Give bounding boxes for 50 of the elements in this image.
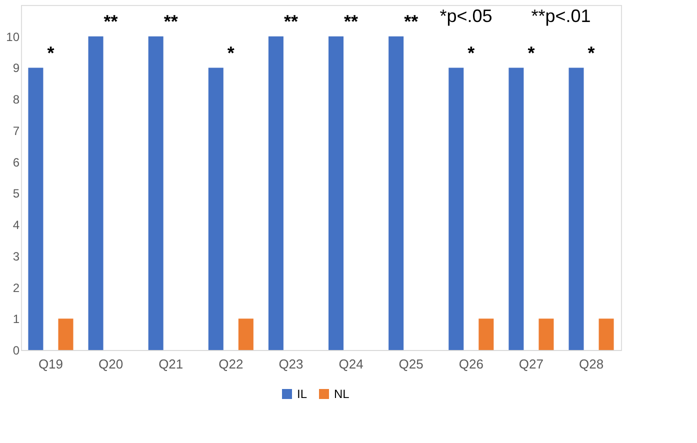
bar xyxy=(238,318,254,350)
annotation: ** xyxy=(104,11,118,32)
y-tick-label: 6 xyxy=(12,155,20,170)
annotation: * xyxy=(468,42,475,63)
bar xyxy=(328,36,344,350)
bar xyxy=(28,68,44,350)
y-tick-label: 1 xyxy=(12,312,20,326)
bar xyxy=(88,36,104,350)
bar xyxy=(388,36,404,350)
annotation: * xyxy=(47,42,54,63)
x-tick-label: Q24 xyxy=(338,356,364,372)
bar xyxy=(208,68,224,350)
annotation: *p<.05 xyxy=(440,6,492,26)
bar xyxy=(478,318,494,350)
x-tick-label: Q22 xyxy=(218,356,244,372)
x-tick-label: Q27 xyxy=(518,356,544,372)
x-tick-label: Q19 xyxy=(38,356,64,372)
y-tick-label: 9 xyxy=(12,61,20,76)
legend-label: NL xyxy=(334,387,350,401)
annotation: **p<.01 xyxy=(531,6,591,26)
x-tick-label: Q20 xyxy=(98,356,124,372)
y-tick-label: 4 xyxy=(12,218,20,232)
bar xyxy=(58,318,74,350)
x-tick-label: Q21 xyxy=(158,356,184,372)
y-tick-label: 5 xyxy=(12,186,20,201)
y-tick-label: 0 xyxy=(12,344,20,358)
bar xyxy=(148,36,164,350)
annotation: ** xyxy=(404,11,418,32)
annotation: ** xyxy=(344,11,358,32)
y-tick-label: 3 xyxy=(12,249,20,264)
x-tick-label: Q25 xyxy=(398,356,424,372)
annotation: * xyxy=(227,42,234,63)
bar xyxy=(568,68,584,350)
legend-label: IL xyxy=(297,387,308,401)
bar xyxy=(598,318,614,350)
x-tick-label: Q26 xyxy=(458,356,484,372)
x-tick-label: Q23 xyxy=(278,356,304,372)
y-tick-label: 2 xyxy=(12,280,20,295)
bar xyxy=(268,36,284,350)
bar xyxy=(508,68,524,350)
bar xyxy=(448,68,464,350)
y-tick-label: 10 xyxy=(6,30,20,44)
annotation: * xyxy=(528,42,535,63)
annotation: ** xyxy=(284,11,298,32)
bar xyxy=(538,318,554,350)
annotation: ** xyxy=(164,11,178,32)
y-tick-label: 7 xyxy=(12,124,20,138)
y-tick-label: 8 xyxy=(12,92,20,107)
x-tick-label: Q28 xyxy=(578,356,604,372)
annotation: * xyxy=(588,42,595,63)
